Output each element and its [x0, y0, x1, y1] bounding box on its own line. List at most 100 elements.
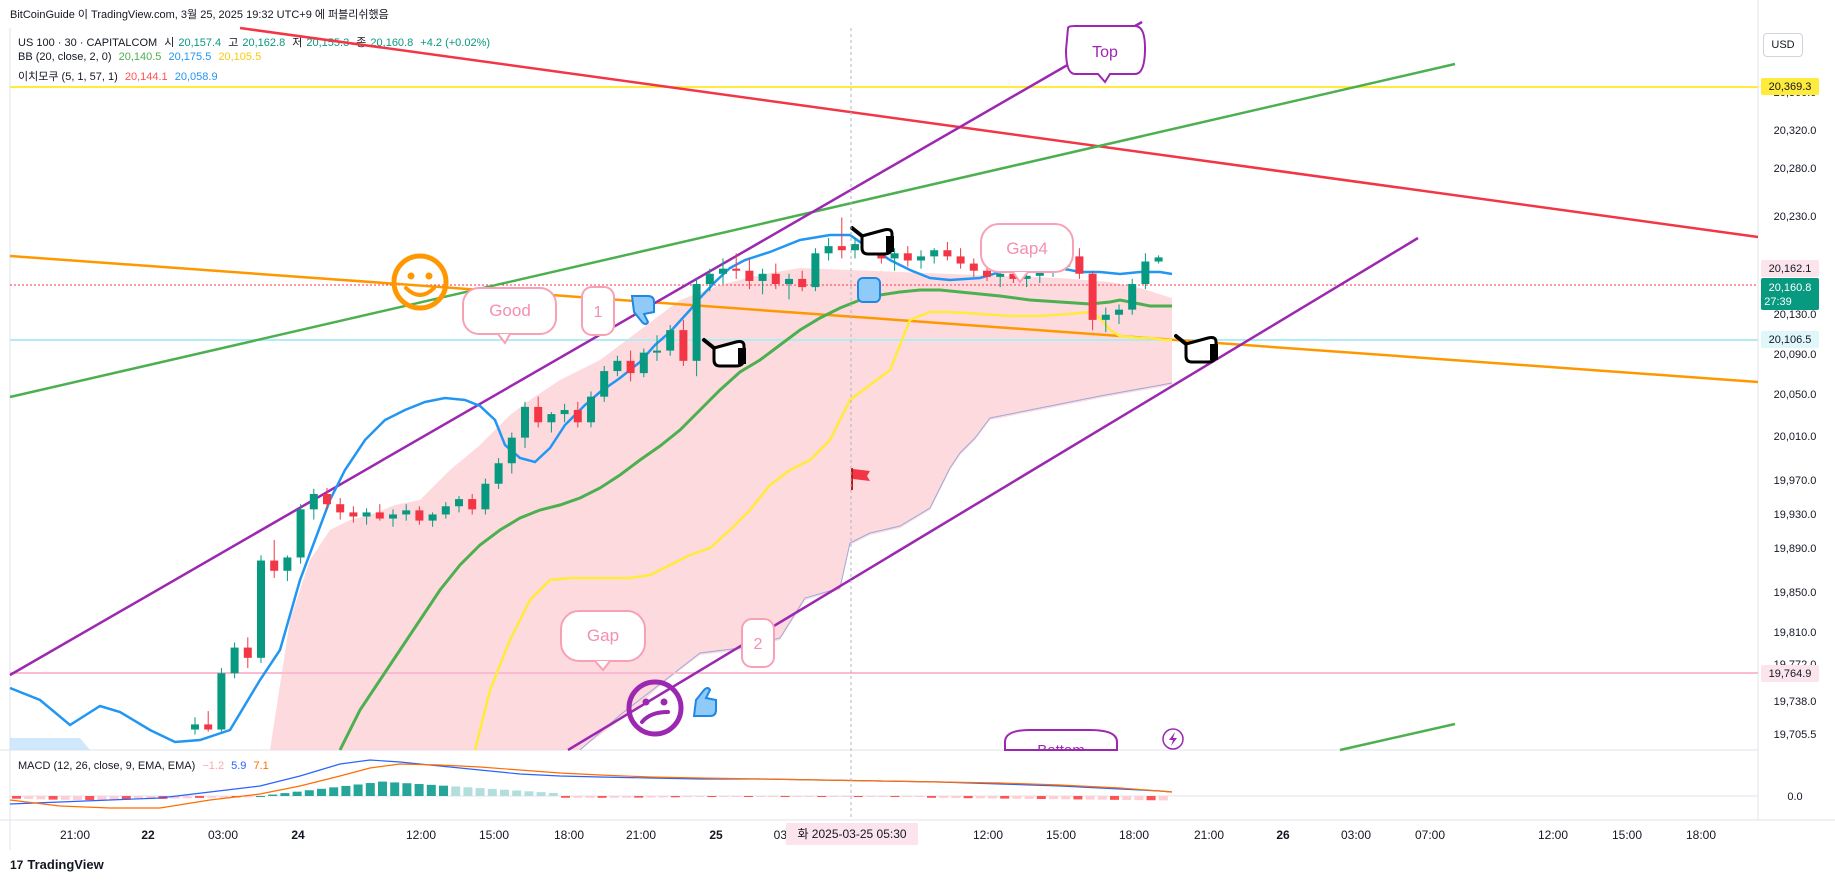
candle[interactable] — [204, 711, 213, 732]
candle[interactable] — [296, 504, 305, 564]
one-callout[interactable]: 1 — [581, 286, 615, 336]
candle[interactable] — [375, 504, 384, 521]
candle[interactable] — [705, 268, 714, 292]
badge-current-high[interactable]: 20,162.1 — [1761, 260, 1819, 277]
ichimoku-label[interactable]: 이치모쿠 (5, 1, 57, 1) — [18, 71, 118, 83]
thumbs-down-icon[interactable] — [630, 295, 655, 325]
bb-basis-line[interactable] — [338, 288, 1172, 751]
candle[interactable] — [653, 335, 661, 361]
purple-channel-upper[interactable] — [9, 20, 1143, 677]
candle[interactable] — [732, 253, 741, 279]
candle[interactable] — [837, 217, 846, 259]
purple-channel-lower[interactable] — [567, 236, 1419, 752]
top-callout[interactable]: Top — [1064, 25, 1147, 84]
candle[interactable] — [283, 555, 292, 582]
macd-legend[interactable]: MACD (12, 26, close, 9, EMA, EMA) −1.2 5… — [18, 760, 273, 772]
candle[interactable] — [745, 258, 754, 290]
candle[interactable] — [1075, 248, 1084, 279]
candle[interactable] — [679, 319, 688, 366]
candle[interactable] — [389, 509, 397, 527]
candle[interactable] — [455, 496, 463, 513]
candle[interactable] — [428, 512, 437, 527]
candle[interactable] — [1141, 253, 1150, 290]
candle[interactable] — [507, 432, 516, 474]
candle[interactable] — [402, 504, 411, 521]
hand-marker-icon[interactable] — [857, 277, 881, 303]
candle[interactable] — [587, 391, 595, 428]
candle[interactable] — [270, 540, 279, 578]
tradingview-logo[interactable]: 17 TradingView — [10, 857, 104, 872]
candle[interactable] — [349, 506, 358, 523]
bb-label[interactable]: BB (20, close, 2, 0) — [18, 51, 112, 63]
orange-line[interactable] — [9, 254, 1759, 384]
candle[interactable] — [560, 403, 569, 423]
candle[interactable] — [217, 668, 226, 732]
red-downtrend-line[interactable] — [239, 26, 1759, 239]
candle[interactable] — [468, 493, 477, 515]
candle[interactable] — [191, 717, 199, 735]
candle[interactable] — [613, 355, 622, 377]
candle[interactable] — [1154, 255, 1163, 264]
candle[interactable] — [481, 478, 490, 515]
symbol-label[interactable]: US 100 · 30 · CAPITALCOM — [18, 37, 158, 49]
currency-button[interactable]: USD — [1763, 33, 1803, 57]
candle[interactable] — [336, 498, 345, 520]
badge-bottom-level[interactable]: 19,764.9 — [1761, 665, 1819, 682]
green-uptrend-line-lower[interactable] — [1339, 722, 1456, 752]
candle[interactable] — [257, 555, 265, 663]
candle[interactable] — [956, 248, 965, 269]
smiley-icon[interactable] — [391, 253, 449, 311]
two-callout[interactable]: 2 — [741, 618, 775, 668]
candle[interactable] — [771, 263, 780, 290]
good-callout[interactable]: Good — [462, 287, 557, 345]
candle[interactable] — [1088, 270, 1097, 331]
candle[interactable] — [243, 637, 252, 669]
candle[interactable] — [785, 273, 793, 300]
badge-last-price[interactable]: 20,160.8 27:39 — [1761, 278, 1819, 310]
candle[interactable] — [758, 268, 767, 295]
flag-icon[interactable] — [851, 468, 870, 490]
candle[interactable] — [521, 401, 529, 448]
candle[interactable] — [547, 412, 556, 433]
candle[interactable] — [494, 458, 503, 489]
candle[interactable] — [930, 248, 939, 264]
gap-callout[interactable]: Gap — [560, 610, 646, 672]
candle[interactable] — [534, 396, 543, 428]
candle[interactable] — [441, 502, 450, 519]
candle[interactable] — [639, 348, 648, 378]
candle[interactable] — [903, 246, 912, 267]
candle[interactable] — [362, 508, 371, 525]
ichimoku-legend[interactable]: 이치모쿠 (5, 1, 57, 1) 20,144.1 20,058.9 — [18, 68, 222, 84]
candle[interactable] — [824, 237, 833, 261]
candle[interactable] — [943, 242, 952, 261]
bb-upper-line[interactable] — [9, 233, 1173, 744]
pointing-hand-icon[interactable] — [850, 226, 894, 256]
candle[interactable] — [811, 248, 820, 292]
gap4-callout[interactable]: Gap4 — [980, 223, 1074, 284]
candle[interactable] — [1101, 307, 1110, 333]
candle[interactable] — [600, 365, 609, 402]
candle[interactable] — [692, 278, 701, 377]
macd-pane[interactable] — [9, 759, 1758, 809]
price-scale[interactable]: 20,360.020,320.020,280.020,230.020,130.0… — [1774, 87, 1817, 741]
badge-top-level[interactable]: 20,369.3 — [1761, 78, 1819, 95]
ohlc-legend[interactable]: US 100 · 30 · CAPITALCOM 시 20,157.4 고 20,1… — [18, 34, 494, 50]
candle[interactable] — [851, 237, 859, 259]
candle[interactable] — [1128, 278, 1137, 315]
candle[interactable] — [719, 258, 727, 285]
pointing-hand-icon[interactable] — [702, 338, 746, 368]
candle[interactable] — [1115, 304, 1123, 324]
lightning-icon[interactable] — [1162, 728, 1184, 750]
candle[interactable] — [626, 350, 635, 382]
badge-level-mid[interactable]: 20,106.5 — [1761, 331, 1819, 348]
green-uptrend-line[interactable] — [9, 62, 1456, 399]
candle[interactable] — [798, 270, 807, 292]
pointing-hand-icon[interactable] — [1174, 334, 1218, 364]
macd-label[interactable]: MACD (12, 26, close, 9, EMA, EMA) — [18, 760, 196, 772]
time-axis[interactable]: 21:00 22 03:00 24 12:00 15:00 18:00 21:00 25 03:0… — [60, 828, 1716, 842]
candle[interactable] — [969, 258, 978, 277]
candle[interactable] — [666, 324, 675, 356]
candle[interactable] — [890, 248, 899, 271]
tenkan-line[interactable] — [473, 310, 1172, 751]
